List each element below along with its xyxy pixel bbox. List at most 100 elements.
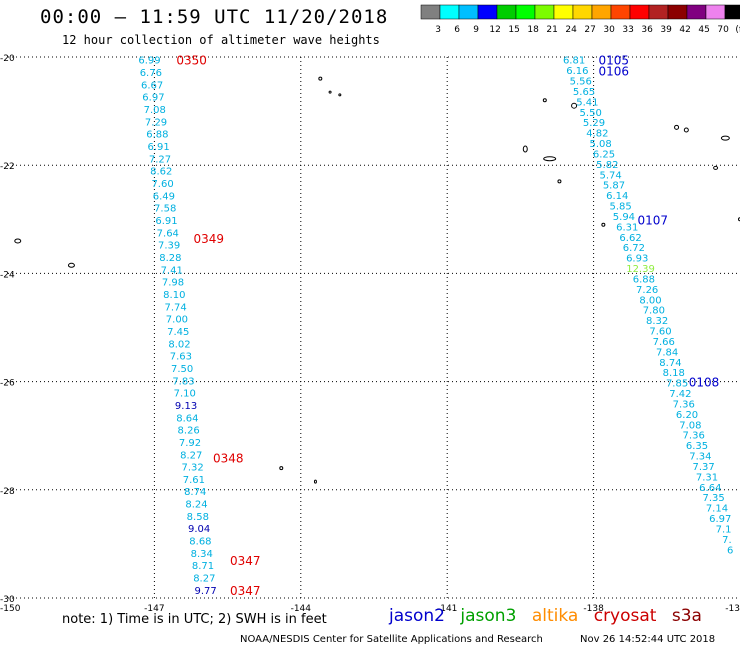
wave-height-label: 5.29 bbox=[583, 118, 605, 129]
x-tick-label: -150 bbox=[0, 604, 21, 614]
island-outline bbox=[338, 93, 342, 97]
island-outline bbox=[14, 238, 22, 244]
wave-height-label: 6.91 bbox=[155, 216, 177, 227]
wave-height-label: 6.67 bbox=[141, 80, 163, 91]
colorbar-label: 36 bbox=[641, 25, 653, 35]
wave-height-label: 9.04 bbox=[188, 524, 210, 535]
footer-timestamp: Nov 26 14:52:44 UTC 2018 bbox=[580, 634, 716, 645]
wave-height-label: 5.41 bbox=[576, 97, 598, 108]
wave-height-label: 7.36 bbox=[683, 431, 705, 442]
colorbar-label: 18 bbox=[527, 25, 539, 35]
wave-height-label: 8.62 bbox=[150, 167, 172, 178]
wave-height-label: 8.58 bbox=[187, 512, 209, 523]
wave-height-label: 9.77 bbox=[195, 586, 217, 597]
colorbar-swatch bbox=[572, 4, 593, 20]
colorbar-label: 12 bbox=[489, 25, 500, 35]
y-tick-label: -22 bbox=[0, 162, 15, 172]
satellite-jason2: jason2 bbox=[389, 606, 445, 626]
wave-height-label: 7.39 bbox=[158, 241, 180, 252]
wave-height-label: 7.64 bbox=[157, 228, 179, 239]
wave-height-label: 6.14 bbox=[606, 191, 628, 202]
wave-height-label: 8.68 bbox=[189, 537, 211, 548]
satellite-altika: altika bbox=[531, 606, 579, 626]
wave-height-label: 7.58 bbox=[154, 204, 176, 215]
wave-height-label: 8.27 bbox=[180, 450, 202, 461]
colorbar-swatch bbox=[439, 4, 460, 20]
wave-height-label: 8.32 bbox=[646, 316, 668, 327]
x-tick-label: -141 bbox=[437, 604, 457, 614]
wave-height-label: 6 bbox=[727, 545, 733, 556]
wave-height-label: 7.74 bbox=[164, 302, 186, 313]
time-label: 0105 bbox=[598, 54, 629, 68]
colorbar-label: 30 bbox=[603, 25, 615, 35]
wave-height-label: 7.29 bbox=[145, 117, 167, 128]
wave-height-label: 5.74 bbox=[599, 170, 621, 181]
footer-note: note: 1) Time is in UTC; 2) SWH is in fe… bbox=[62, 612, 327, 627]
wave-height-label: 6.81 bbox=[563, 56, 585, 67]
wave-height-label: 7.85 bbox=[666, 379, 688, 390]
x-tick-label: -144 bbox=[291, 604, 312, 614]
colorbar-label: 70 bbox=[717, 25, 729, 35]
colorbar-label: 33 bbox=[622, 25, 633, 35]
satellite-s3a: s3a bbox=[671, 606, 702, 626]
wave-height-label: 5.87 bbox=[603, 181, 625, 192]
wave-height-label: 5.85 bbox=[609, 202, 631, 213]
wave-height-label: 8.10 bbox=[163, 290, 185, 301]
colorbar-label: 24 bbox=[565, 25, 577, 35]
wave-height-label: 7.66 bbox=[653, 337, 675, 348]
island-outline bbox=[67, 262, 75, 268]
colorbar-swatch bbox=[610, 4, 631, 20]
island-outline bbox=[713, 165, 719, 170]
time-label: 0350 bbox=[176, 54, 207, 68]
wave-height-label: 7.84 bbox=[656, 347, 678, 358]
y-tick-label: -24 bbox=[0, 270, 15, 280]
island-outline bbox=[318, 76, 323, 81]
colorbar-swatch bbox=[667, 4, 688, 20]
wave-height-label: 7.37 bbox=[693, 462, 715, 473]
colorbar-swatch bbox=[420, 4, 441, 20]
wave-height-label: 7.32 bbox=[181, 463, 203, 474]
wave-height-label: 8.18 bbox=[663, 368, 685, 379]
wave-height-label: 6.62 bbox=[619, 233, 641, 244]
wave-height-label: 6.97 bbox=[142, 93, 164, 104]
colorbar-label: 15 bbox=[508, 25, 519, 35]
wave-height-label: 7.27 bbox=[149, 154, 171, 165]
wave-height-label: 7.98 bbox=[162, 278, 184, 289]
satellite-jason3: jason3 bbox=[460, 606, 517, 626]
y-tick-label: -20 bbox=[0, 54, 15, 64]
colorbar-swatch bbox=[724, 4, 740, 20]
wave-height-label: 5.94 bbox=[613, 212, 635, 223]
wave-height-label: 5.50 bbox=[580, 108, 602, 119]
wave-height-label: 6.88 bbox=[146, 130, 168, 141]
wave-height-label: 7.08 bbox=[679, 420, 701, 431]
colorbar-label: 21 bbox=[546, 25, 557, 35]
wave-height-label: 5.08 bbox=[590, 139, 612, 150]
wave-height-label: 7.10 bbox=[174, 389, 196, 400]
wave-height-label: 12.39 bbox=[626, 264, 655, 275]
wave-height-label: 9.13 bbox=[175, 401, 197, 412]
wave-height-label: 6.16 bbox=[566, 66, 588, 77]
wave-height-label: 5.56 bbox=[570, 77, 592, 88]
wave-height-label: 8.27 bbox=[193, 574, 215, 585]
footer-credit: NOAA/NESDIS Center for Satellite Applica… bbox=[240, 634, 543, 645]
wave-height-label: 6.64 bbox=[699, 483, 721, 494]
wave-height-label: 8.02 bbox=[168, 339, 190, 350]
colorbar-swatch bbox=[648, 4, 669, 20]
colorbar-label: 45 bbox=[698, 25, 709, 35]
time-label: 0108 bbox=[689, 376, 720, 390]
wave-height-label: 6.72 bbox=[623, 243, 645, 254]
island-outline bbox=[543, 156, 557, 162]
wave-height-label: 7.61 bbox=[183, 475, 205, 486]
colorbar-swatch bbox=[477, 4, 498, 20]
wave-height-label: 7. bbox=[722, 535, 732, 546]
wave-height-label: 8.28 bbox=[159, 253, 181, 264]
colorbar-label: 3 bbox=[435, 25, 441, 35]
island-outline bbox=[313, 479, 317, 484]
island-outline bbox=[720, 135, 730, 141]
wave-height-label: 8.74 bbox=[659, 358, 681, 369]
colorbar-swatch bbox=[553, 4, 574, 20]
wave-height-label: 7.60 bbox=[151, 179, 173, 190]
colorbar-swatch bbox=[705, 4, 726, 20]
wave-height-label: 7.00 bbox=[166, 315, 188, 326]
